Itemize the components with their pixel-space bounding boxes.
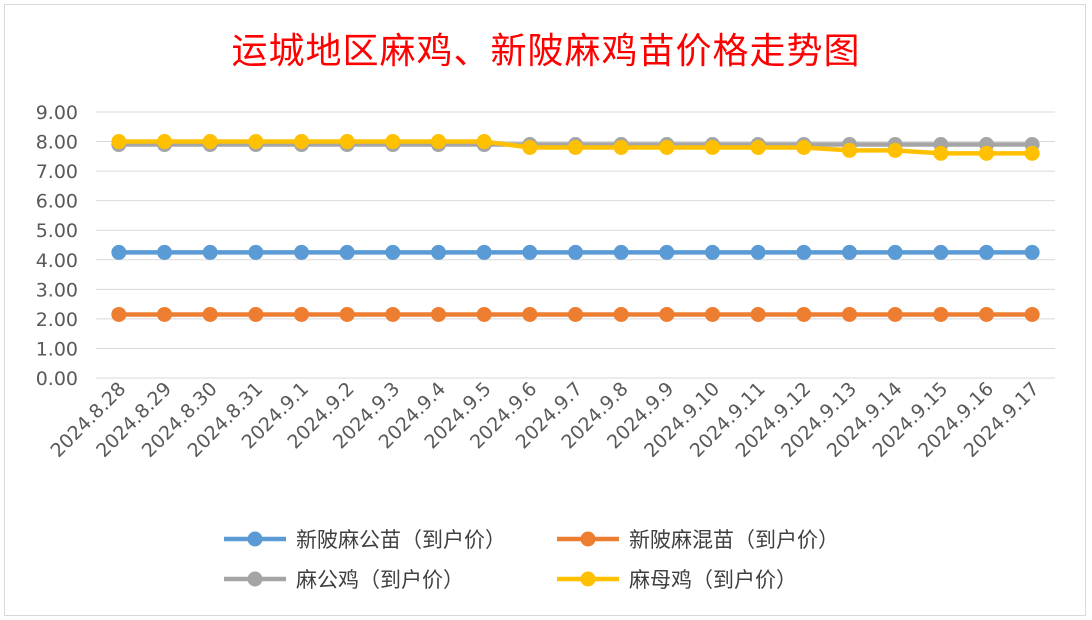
- data-point: [659, 139, 675, 155]
- data-point: [522, 306, 538, 322]
- data-point: [294, 306, 309, 322]
- data-point: [202, 306, 218, 322]
- data-point: [111, 134, 127, 150]
- legend-item-gongji: 麻公鸡（到户价）: [222, 564, 464, 594]
- data-point: [111, 306, 127, 322]
- data-point: [476, 244, 492, 260]
- data-point: [339, 134, 355, 150]
- y-tick-label: 9.00: [36, 102, 78, 124]
- data-point: [294, 244, 309, 260]
- series-1: [111, 306, 1040, 322]
- legend-item-hunmiao: 新陂麻混苗（到户价）: [555, 524, 839, 554]
- data-point: [613, 306, 629, 322]
- y-tick-label: 5.00: [36, 220, 78, 242]
- legend-label: 麻公鸡（到户价）: [296, 568, 464, 592]
- data-point: [476, 306, 492, 322]
- series-0: [111, 244, 1040, 260]
- x-axis: 2024.8.282024.8.292024.8.302024.8.312024…: [46, 378, 1043, 462]
- data-point: [248, 134, 264, 150]
- data-point: [385, 244, 401, 260]
- data-point: [750, 306, 766, 322]
- data-point: [750, 139, 766, 155]
- data-point: [157, 134, 172, 150]
- data-point: [1024, 145, 1040, 161]
- data-point: [979, 306, 994, 322]
- y-tick-label: 4.00: [36, 250, 78, 272]
- data-point: [157, 244, 172, 260]
- data-point: [431, 306, 446, 322]
- chart-frame: [4, 4, 1086, 616]
- data-point: [613, 244, 629, 260]
- legend-marker-orange: [557, 531, 619, 547]
- legend-label: 新陂麻公苗（到户价）: [296, 528, 506, 552]
- data-point: [933, 145, 949, 161]
- series-3: [111, 134, 1040, 161]
- data-point: [431, 244, 446, 260]
- data-point: [887, 142, 903, 158]
- data-point: [842, 244, 857, 260]
- data-point: [659, 306, 675, 322]
- data-point: [339, 244, 355, 260]
- y-tick-label: 1.00: [36, 338, 78, 360]
- data-point: [887, 306, 903, 322]
- data-point: [294, 134, 309, 150]
- data-point: [1024, 244, 1040, 260]
- data-point: [568, 306, 583, 322]
- data-point: [796, 139, 812, 155]
- data-point: [385, 306, 401, 322]
- data-point: [1024, 306, 1040, 322]
- data-point: [887, 244, 903, 260]
- data-point: [796, 306, 812, 322]
- legend-item-gongmiao: 新陂麻公苗（到户价）: [222, 524, 506, 554]
- data-point: [202, 134, 218, 150]
- data-point: [522, 139, 538, 155]
- data-point: [842, 306, 857, 322]
- data-point: [750, 244, 766, 260]
- data-point: [568, 244, 583, 260]
- data-point: [568, 139, 583, 155]
- data-point: [979, 244, 994, 260]
- y-tick-label: 7.00: [36, 161, 78, 183]
- data-point: [522, 244, 538, 260]
- y-axis: 0.00 1.00 2.00 3.00 4.00 5.00 6.00 7.00 8.00 9.00: [36, 102, 78, 390]
- y-tick-label: 0.00: [36, 368, 78, 390]
- data-point: [385, 134, 401, 150]
- legend-label: 麻母鸡（到户价）: [629, 568, 797, 592]
- legend-marker-gray: [224, 571, 286, 587]
- data-point: [111, 244, 127, 260]
- data-point: [248, 244, 264, 260]
- data-point: [659, 244, 675, 260]
- data-point: [933, 306, 949, 322]
- data-point: [431, 134, 446, 150]
- data-point: [705, 139, 720, 155]
- data-point: [613, 139, 629, 155]
- data-point: [202, 244, 218, 260]
- data-point: [842, 142, 857, 158]
- data-point: [933, 244, 949, 260]
- y-tick-label: 2.00: [36, 309, 78, 331]
- legend-marker-yellow: [557, 571, 619, 587]
- data-point: [339, 306, 355, 322]
- y-tick-label: 3.00: [36, 279, 78, 301]
- legend-marker-blue: [224, 531, 286, 547]
- legend-label: 新陂麻混苗（到户价）: [629, 528, 839, 552]
- data-point: [157, 306, 172, 322]
- data-point: [979, 145, 994, 161]
- series-lines: [111, 134, 1040, 322]
- data-point: [705, 244, 720, 260]
- y-tick-label: 8.00: [36, 132, 78, 154]
- legend-item-muji: 麻母鸡（到户价）: [555, 564, 797, 594]
- data-point: [796, 244, 812, 260]
- data-point: [248, 306, 264, 322]
- data-point: [705, 306, 720, 322]
- y-tick-label: 6.00: [36, 191, 78, 213]
- chart-title: 运城地区麻鸡、新陂麻鸡苗价格走势图: [231, 31, 861, 72]
- data-point: [476, 134, 492, 150]
